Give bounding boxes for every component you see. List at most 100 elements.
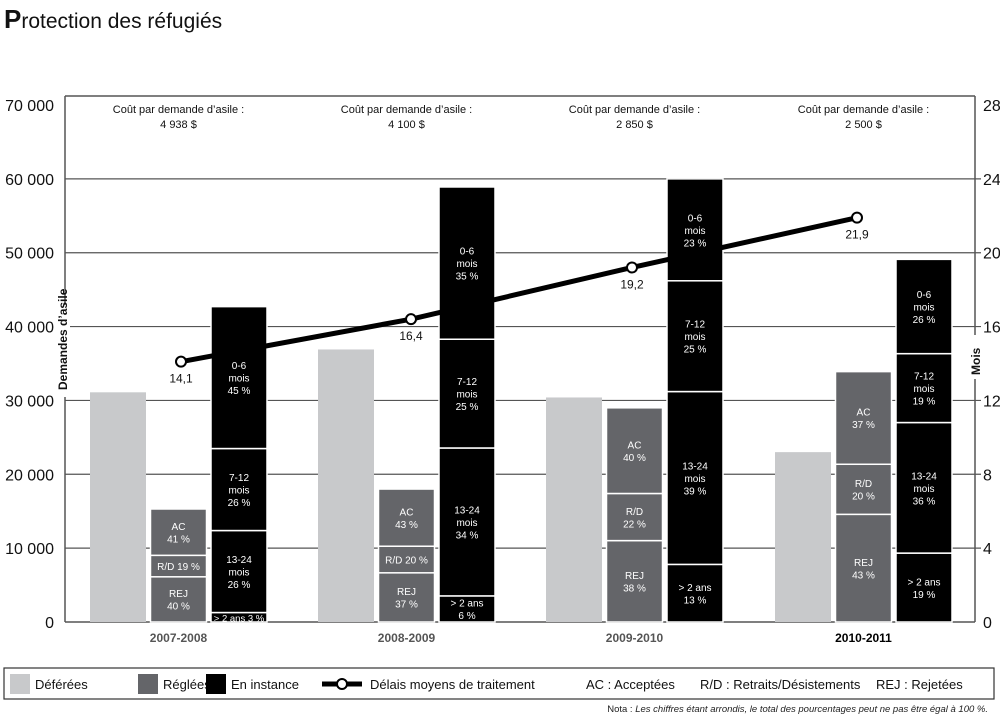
segment-label: mois: [228, 374, 249, 385]
bar-segment-reglees: [834, 513, 893, 623]
segment-label: > 2 ans: [450, 599, 483, 610]
bar-segment-reglees: [149, 576, 208, 623]
ylabel-bg: [54, 305, 70, 397]
legend-abbreviation: R/D : Retraits/Désistements: [700, 677, 861, 692]
bar-segment-en-instance: [895, 552, 953, 623]
segment-label: REJ: [854, 558, 873, 569]
line-point: [175, 355, 187, 368]
line-point: [626, 261, 638, 274]
bar-segment-en-instance: [438, 186, 496, 340]
segment-label: mois: [456, 259, 477, 270]
segment-label: REJ: [169, 589, 188, 600]
segment-label: REJ: [397, 587, 416, 598]
segment-label: 0-6: [688, 213, 703, 224]
segment-label: 6 %: [458, 611, 475, 622]
bar-segment-en-instance: [895, 421, 953, 554]
segment-label: 7-12: [914, 372, 934, 383]
segment-label: R/D: [626, 507, 643, 518]
segment-label: 25 %: [456, 402, 479, 413]
segment-label: 34 %: [456, 530, 479, 541]
y2-tick-label: 8: [983, 467, 992, 484]
segment-label: 0-6: [917, 290, 932, 301]
segment-label: mois: [684, 474, 705, 485]
segment-label: AC: [628, 440, 642, 451]
line-point-label: 14,1: [169, 372, 193, 386]
segment-label: mois: [913, 484, 934, 495]
y-tick-label: 50 000: [5, 246, 54, 263]
legend-label: En instance: [231, 677, 299, 692]
segment-label: 43 %: [852, 570, 875, 581]
x-tick-label: 2009-2010: [606, 631, 664, 645]
title-initial: P: [4, 4, 22, 34]
y2-tick-label: 4: [983, 541, 992, 558]
y-tick-label: 0: [45, 615, 54, 632]
segment-label: 7-12: [685, 320, 705, 331]
segment-label: 39 %: [684, 486, 707, 497]
bar-segment-en-instance: [666, 280, 724, 393]
y2-tick-label: 28: [983, 98, 1000, 115]
segment-label: REJ: [625, 571, 644, 582]
y-tick-label: 20 000: [5, 467, 54, 484]
segment-label: 25 %: [684, 345, 707, 356]
legend-swatch: [206, 674, 226, 694]
legend-swatch: [10, 674, 30, 694]
segment-label: 35 %: [456, 272, 479, 283]
bar-segment-reglees: [605, 407, 664, 495]
bar-deferees: [546, 397, 602, 622]
segment-label: 0-6: [460, 247, 475, 258]
segment-label: 41 %: [167, 534, 190, 545]
legend-label: Déférées: [35, 677, 88, 692]
bar-segment-reglees: [149, 508, 208, 557]
segment-label: 26 %: [228, 580, 251, 591]
segment-label: mois: [913, 303, 934, 314]
segment-label: > 2 ans: [907, 577, 940, 588]
cost-label: Coût par demande d’asile :: [113, 104, 244, 116]
bar-segment-reglees: [834, 370, 893, 466]
note-prefix: Nota :: [607, 704, 636, 715]
bar-deferees: [90, 392, 146, 622]
segment-label: 43 %: [395, 520, 418, 531]
segment-label: 0-6: [232, 361, 247, 372]
y-tick-label: 40 000: [5, 320, 54, 337]
segment-label: 13 %: [684, 595, 707, 606]
bar-deferees: [318, 349, 374, 622]
bar-segment-reglees: [377, 545, 436, 574]
segment-label: mois: [456, 390, 477, 401]
bar-segment-en-instance: [438, 595, 496, 623]
segment-label: 22 %: [623, 519, 646, 530]
segment-label: R/D: [855, 479, 872, 490]
x-tick-label: 2008-2009: [378, 631, 436, 645]
cost-value: 4 100 $: [388, 119, 425, 131]
y2-tick-label: 20: [983, 246, 1000, 263]
y2-tick-label: 12: [983, 393, 1000, 410]
legend-swatch: [138, 674, 158, 694]
y-tick-label: 70 000: [5, 98, 54, 115]
bar-segment-en-instance: [666, 390, 724, 566]
y2-tick-label: 0: [983, 615, 992, 632]
segment-label: mois: [456, 518, 477, 529]
segment-label: > 2 ans 3 %: [214, 613, 265, 624]
x-tick-label: 2007-2008: [150, 631, 208, 645]
line-point: [851, 211, 863, 224]
segment-label: 36 %: [913, 496, 936, 507]
segment-label: 13-24: [682, 461, 708, 472]
y2-axis-title: Mois: [969, 347, 983, 375]
y-tick-label: 10 000: [5, 541, 54, 558]
cost-value: 2 850 $: [616, 119, 653, 131]
segment-label: 7-12: [229, 473, 249, 484]
segment-label: mois: [684, 332, 705, 343]
note-text: Les chiffres étant arrondis, le total de…: [635, 704, 988, 715]
segment-label: AC: [400, 507, 414, 518]
legend-box: [3, 667, 995, 700]
segment-label: R/D 19 %: [157, 562, 200, 573]
segment-label: 26 %: [913, 315, 936, 326]
bar-deferees: [775, 452, 831, 622]
legend-label: Délais moyens de traitement: [370, 677, 535, 692]
segment-label: 19 %: [913, 397, 936, 408]
line-point-label: 19,2: [620, 277, 644, 291]
cost-label: Coût par demande d’asile :: [341, 104, 472, 116]
cost-label: Coût par demande d’asile :: [798, 104, 929, 116]
segment-label: 19 %: [913, 590, 936, 601]
y-tick-label: 60 000: [5, 172, 54, 189]
